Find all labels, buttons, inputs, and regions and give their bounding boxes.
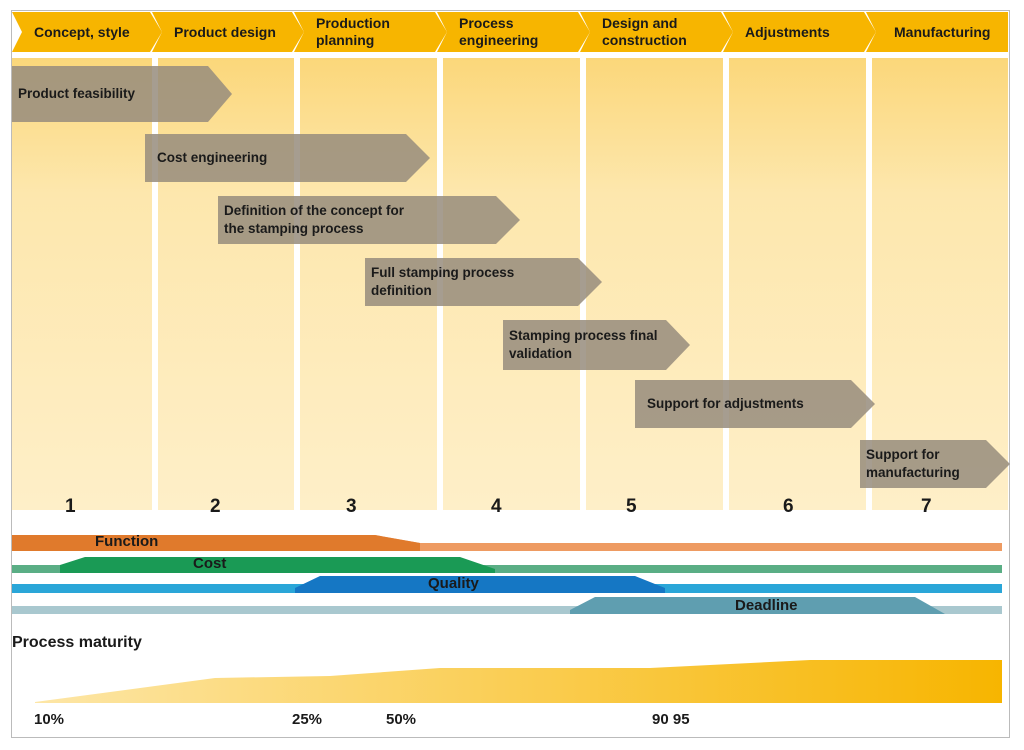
task-arrow: Full stamping process definition xyxy=(365,258,602,306)
phase-label: Production planning xyxy=(316,15,390,48)
cost-band-peak xyxy=(60,557,495,573)
maturity-label: 50% xyxy=(386,711,417,728)
step-number: 4 xyxy=(491,496,502,517)
phase-label: Process engineering xyxy=(459,15,539,48)
phase-column xyxy=(872,58,1008,510)
task-arrow: Stamping process final validation xyxy=(503,320,690,370)
task-label: Full stamping process definition xyxy=(371,265,515,298)
task-label: Product feasibility xyxy=(18,86,136,101)
step-number: 3 xyxy=(346,496,357,517)
function-band-peak xyxy=(12,535,420,551)
maturity-label: 25% xyxy=(292,711,323,728)
phase-header: Production planning xyxy=(294,12,447,52)
task-label: Definition of the concept for the stampi… xyxy=(224,203,404,236)
deadline-label: Deadline xyxy=(735,597,798,614)
maturity-area xyxy=(35,660,1002,703)
phase-label: Adjustments xyxy=(745,23,830,40)
quality-label: Quality xyxy=(428,575,479,592)
maturity-label: 90 95 xyxy=(652,711,690,728)
task-arrow: Support for manufacturing xyxy=(860,440,1010,488)
phase-label: Concept, style xyxy=(34,23,130,40)
task-arrow: Product feasibility xyxy=(12,66,232,122)
phase-column xyxy=(12,58,152,510)
phase-header: Concept, style xyxy=(12,12,162,52)
phase-header: Design and construction xyxy=(580,12,733,52)
phase-column xyxy=(158,58,294,510)
step-number: 7 xyxy=(921,496,932,517)
phase-header: Product design xyxy=(152,12,304,52)
phase-header: Process engineering xyxy=(437,12,590,52)
deadline-band-peak xyxy=(570,597,945,614)
task-arrow: Support for adjustments xyxy=(635,380,875,428)
diagram-frame xyxy=(11,10,1010,738)
phase-label: Manufacturing xyxy=(894,23,991,40)
task-label: Cost engineering xyxy=(157,150,268,165)
task-arrow: Definition of the concept for the stampi… xyxy=(218,196,520,244)
phase-header: Manufacturing xyxy=(866,12,1008,52)
maturity-label: 10% xyxy=(34,711,65,728)
step-number: 2 xyxy=(210,496,221,517)
quality-band-peak xyxy=(295,576,665,593)
phase-label: Product design xyxy=(174,23,276,40)
step-number: 5 xyxy=(626,496,637,517)
cost-label: Cost xyxy=(193,555,227,572)
function-label: Function xyxy=(95,533,159,550)
phase-label: Design and construction xyxy=(602,15,687,48)
task-arrow: Cost engineering xyxy=(145,134,430,182)
phase-column xyxy=(729,58,866,510)
task-label: Stamping process final validation xyxy=(509,328,658,361)
step-number: 1 xyxy=(65,496,76,517)
process-maturity-title: Process maturity xyxy=(12,634,142,651)
phase-column xyxy=(586,58,723,510)
phase-header: Adjustments xyxy=(723,12,876,52)
step-number: 6 xyxy=(783,496,794,517)
task-label: Support for adjustments xyxy=(647,396,804,411)
task-label: Support for manufacturing xyxy=(866,447,960,480)
